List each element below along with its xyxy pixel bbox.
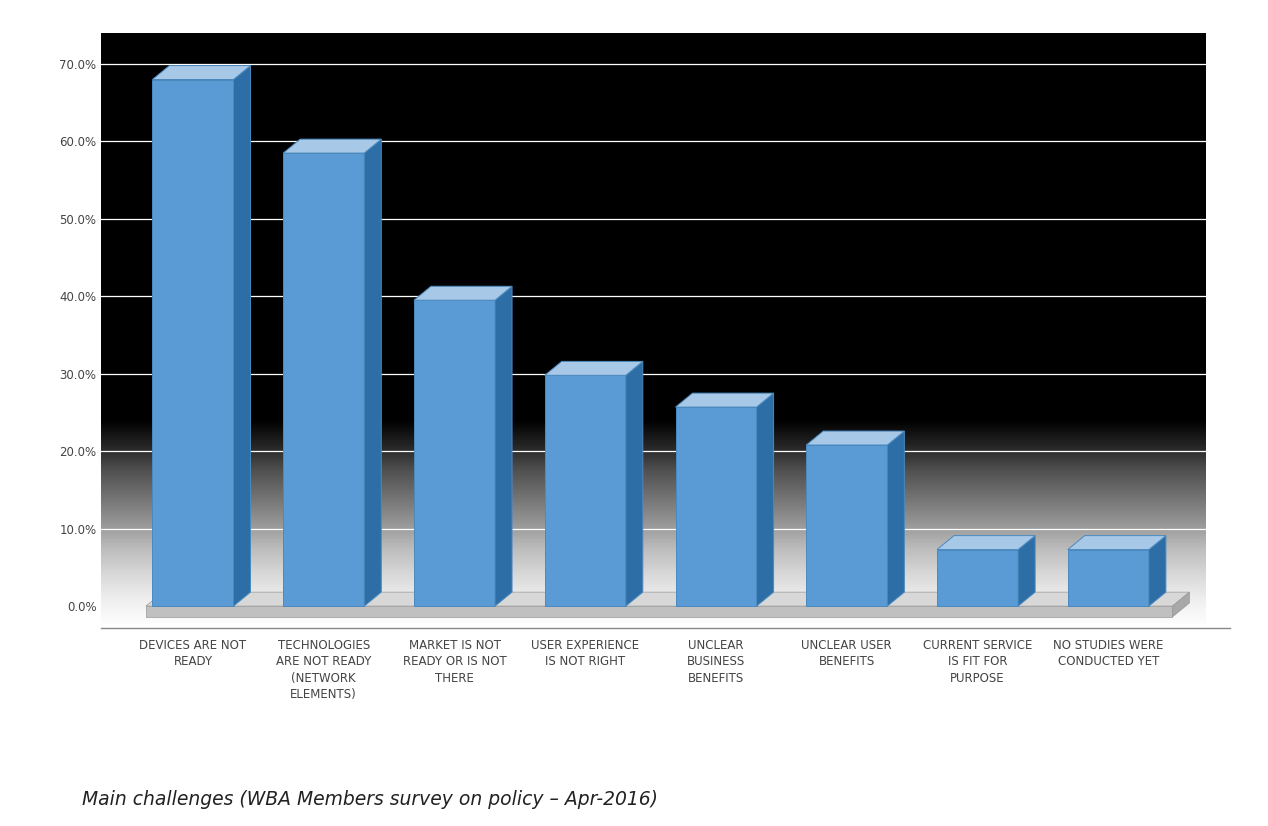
Polygon shape (1068, 549, 1149, 606)
Text: Main challenges (WBA Members survey on policy – Apr-2016): Main challenges (WBA Members survey on p… (82, 790, 658, 809)
Polygon shape (152, 65, 251, 79)
Polygon shape (1018, 535, 1035, 606)
Polygon shape (146, 592, 1189, 606)
Polygon shape (806, 431, 904, 445)
Polygon shape (283, 139, 382, 153)
Polygon shape (364, 139, 382, 606)
Polygon shape (545, 362, 643, 375)
Polygon shape (413, 300, 495, 606)
Polygon shape (937, 549, 1018, 606)
Polygon shape (233, 65, 251, 606)
Polygon shape (806, 445, 888, 606)
Polygon shape (545, 375, 626, 606)
Polygon shape (888, 431, 904, 606)
Polygon shape (413, 287, 512, 300)
Polygon shape (676, 407, 757, 606)
Polygon shape (146, 606, 1173, 617)
Polygon shape (152, 79, 233, 606)
Polygon shape (1068, 535, 1165, 549)
Polygon shape (676, 393, 773, 407)
Polygon shape (283, 153, 364, 606)
Polygon shape (757, 393, 773, 606)
Polygon shape (626, 362, 643, 606)
Polygon shape (1149, 535, 1165, 606)
Polygon shape (937, 535, 1035, 549)
Polygon shape (1173, 592, 1189, 617)
Polygon shape (495, 287, 512, 606)
